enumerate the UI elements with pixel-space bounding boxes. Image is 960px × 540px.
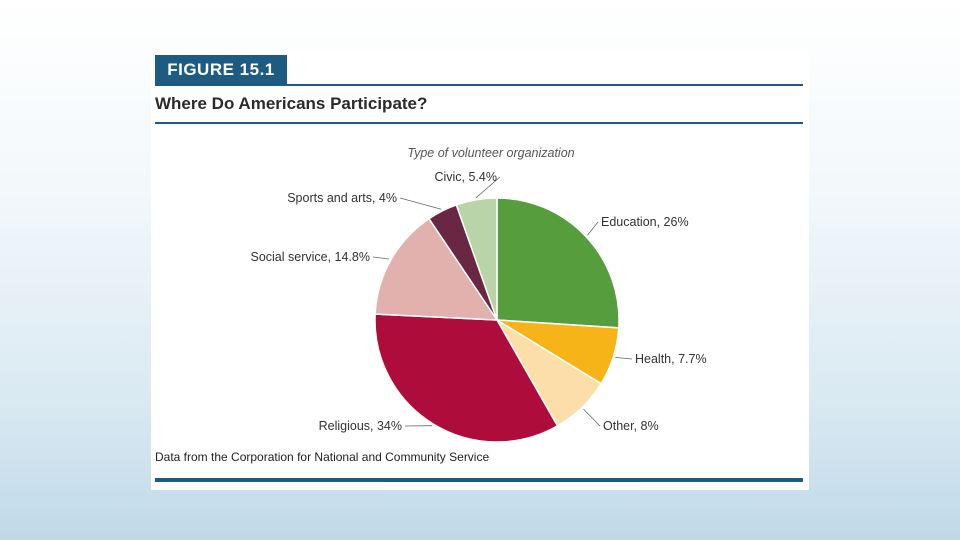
leader-line <box>372 256 390 260</box>
leader-line <box>475 176 501 199</box>
pie-slices <box>374 197 620 443</box>
slice-label-social-service: Social service, 14.8% <box>250 250 370 264</box>
slice-label-other: Other, 8% <box>603 419 659 433</box>
pie-slice-education <box>496 197 620 329</box>
label-leaders <box>372 176 633 427</box>
slice-label-health: Health, 7.7% <box>635 352 707 366</box>
title-rule <box>155 122 803 124</box>
leader-line <box>399 197 442 210</box>
pie-slice-civic <box>455 197 498 321</box>
pie-chart: Type of volunteer organization Education… <box>250 146 707 443</box>
slice-label-religious: Religious, 34% <box>319 419 402 433</box>
bottom-rule <box>155 478 803 482</box>
top-rule <box>155 84 803 86</box>
chart-title: Where Do Americans Participate? <box>155 94 428 113</box>
slice-label-sports-and-arts: Sports and arts, 4% <box>287 191 397 205</box>
slice-labels: Education, 26% Health, 7.7% Other, 8% Relig… <box>250 170 706 433</box>
slice-label-civic: Civic, 5.4% <box>434 170 497 184</box>
slice-label-education: Education, 26% <box>601 215 689 229</box>
leader-line <box>583 408 601 427</box>
pie-slice-social-service <box>374 217 499 321</box>
figure-card: FIGURE 15.1 Where Do Americans Participa… <box>151 50 809 490</box>
leader-line <box>587 221 599 236</box>
figure-label: FIGURE 15.1 <box>155 55 287 85</box>
leader-line <box>615 357 633 360</box>
chart-subtitle: Type of volunteer organization <box>407 146 574 160</box>
source-note: Data from the Corporation for National a… <box>155 450 490 464</box>
pie-slice-religious <box>374 313 559 443</box>
